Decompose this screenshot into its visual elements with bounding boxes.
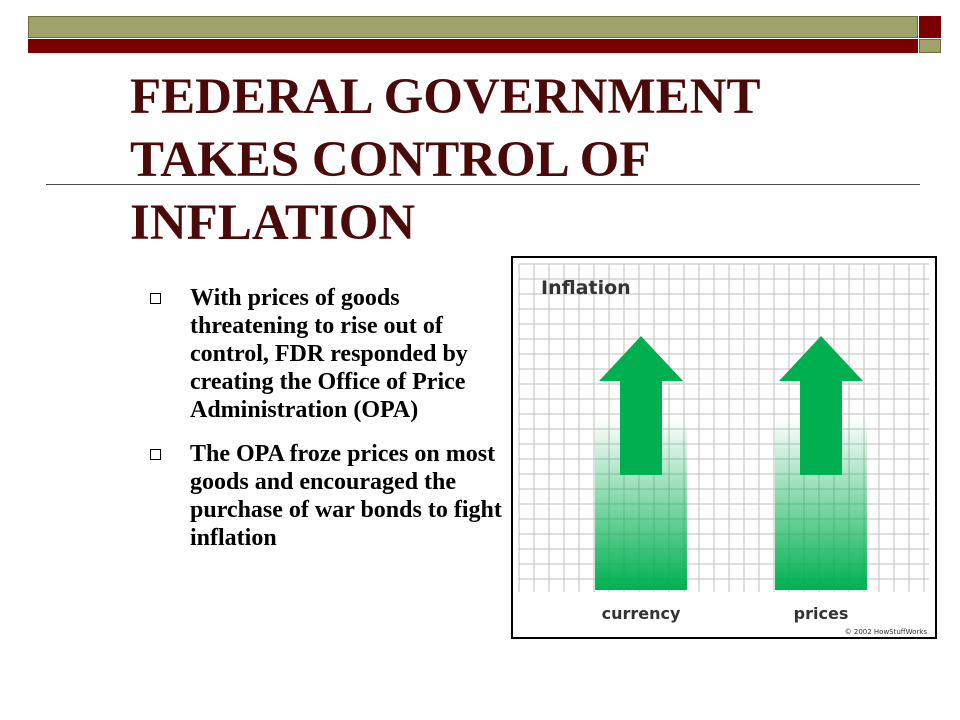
- square-bullet-icon: [150, 293, 161, 304]
- title-line: INFLATION: [130, 195, 416, 251]
- corner-olive-square: [919, 39, 941, 53]
- prices-label: prices: [794, 604, 849, 623]
- bullet-item: The OPA froze prices on most goods and e…: [150, 440, 520, 552]
- currency-label: currency: [602, 604, 681, 623]
- inflation-illustration: Inflation currency prices © 2002 HowStuf…: [511, 256, 937, 639]
- up-arrow-icon: [779, 336, 863, 475]
- bullet-text: With prices of goods threatening to rise…: [190, 285, 468, 423]
- bullet-text: The OPA froze prices on most goods and e…: [190, 441, 502, 551]
- copyright-credit: © 2002 HowStuffWorks: [845, 628, 928, 636]
- bullet-list: With prices of goods threatening to rise…: [150, 284, 520, 568]
- slide-title: FEDERAL GOVERNMENT TAKES CONTROL OF INFL…: [130, 66, 890, 255]
- up-arrow-icon: [599, 336, 683, 475]
- inflation-illustration-svg: Inflation currency prices © 2002 HowStuf…: [518, 263, 929, 636]
- grid-lines: [518, 263, 929, 592]
- header-maroon-stripe: [28, 39, 918, 53]
- corner-maroon-square: [919, 16, 941, 38]
- figure-heading: Inflation: [541, 277, 631, 299]
- title-divider: [46, 184, 920, 185]
- square-bullet-icon: [150, 449, 161, 460]
- header-olive-stripe: [28, 16, 918, 38]
- bullet-item: With prices of goods threatening to rise…: [150, 284, 520, 424]
- title-line: FEDERAL GOVERNMENT: [130, 69, 761, 125]
- header-decoration-band: [28, 16, 918, 53]
- title-line: TAKES CONTROL OF: [130, 132, 651, 188]
